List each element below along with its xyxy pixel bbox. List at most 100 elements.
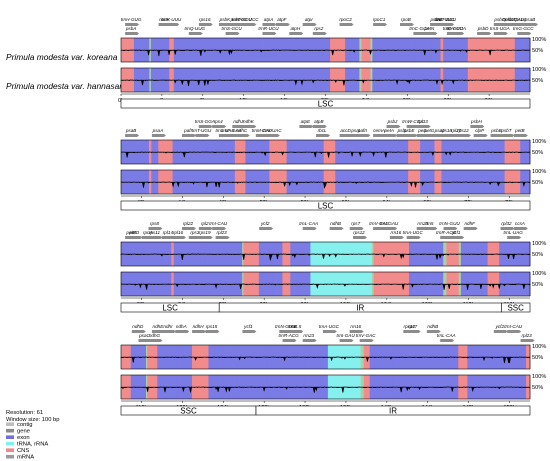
region-label: SSC bbox=[507, 304, 524, 313]
gene-label: trnR-ACG bbox=[279, 333, 300, 338]
gene-arrow bbox=[148, 227, 163, 230]
gene-arrow bbox=[302, 339, 317, 342]
gene-arrow bbox=[386, 125, 401, 128]
gene-arrow bbox=[148, 339, 163, 342]
identity-track-1: 100% 50% bbox=[120, 344, 546, 370]
gene-label: psbI bbox=[230, 17, 240, 22]
gene-label: psbD bbox=[477, 26, 489, 31]
identity-track-2: 100% 50% bbox=[120, 67, 546, 93]
gene-label: rpoA bbox=[143, 230, 153, 235]
gene-label: ycf1 bbox=[243, 324, 253, 329]
legend-label: contig bbox=[17, 422, 32, 428]
gene-label: trnE-UUC bbox=[435, 17, 456, 22]
gene-arrow bbox=[225, 32, 240, 35]
gene-label: trnK-UUU bbox=[161, 17, 182, 22]
gene-arrow bbox=[450, 32, 465, 35]
gene-arrow bbox=[423, 32, 438, 35]
gene-label: trnR-ACG bbox=[436, 230, 457, 235]
gene-arrow bbox=[229, 23, 243, 26]
gene-arrow bbox=[165, 23, 180, 26]
identity-track-1: 100% 50% bbox=[120, 241, 546, 267]
gene-arrow bbox=[198, 236, 213, 239]
percent-label: 50% bbox=[532, 355, 543, 361]
gene-label: ndhJ bbox=[233, 119, 244, 124]
gene-arrow bbox=[403, 330, 418, 333]
gene-label: ndhB bbox=[330, 221, 341, 226]
gene-arrow bbox=[198, 125, 213, 128]
legend-swatch bbox=[6, 448, 14, 452]
gene-label: petB bbox=[514, 128, 524, 133]
gene-label: trnW-CCA bbox=[402, 119, 423, 124]
panel-3: rps8 rpl22 rpl2 trnI-CAU ycf2 trnL-CAA ndhB rps… bbox=[120, 221, 546, 313]
gene-arrow bbox=[383, 134, 398, 137]
gene-label: rrn23 bbox=[417, 221, 428, 226]
gene-label: petN bbox=[424, 26, 435, 31]
gene-label: ndhC bbox=[236, 128, 248, 133]
region-box bbox=[501, 302, 531, 313]
gene-arrow bbox=[349, 227, 364, 230]
gene-label: rpl32 bbox=[501, 221, 512, 226]
region-label: IR bbox=[356, 304, 364, 313]
gene-label: rps4 bbox=[214, 119, 223, 124]
gene-label: rpl33 bbox=[418, 119, 429, 124]
gene-arrow bbox=[470, 125, 485, 128]
gene-arrow bbox=[513, 227, 528, 230]
gene-label: petG bbox=[423, 128, 434, 133]
identity-track-1: 100% 50% bbox=[120, 37, 546, 63]
gene-label: trnD-GUC bbox=[443, 26, 464, 31]
gene-label: psbA bbox=[125, 26, 136, 31]
gene-arrow bbox=[443, 227, 458, 230]
gene-label: rrn5 bbox=[425, 221, 434, 226]
gene-label: trnA-UGC bbox=[319, 324, 340, 329]
identity-track-2: 100% 50% bbox=[120, 169, 546, 195]
gene-arrow bbox=[457, 134, 471, 137]
gene-label: rpl2 bbox=[201, 221, 209, 226]
species-label-2: Primula modesta var. hannasanensis bbox=[6, 81, 144, 91]
gene-arrow bbox=[198, 23, 213, 26]
gene-label: rps11 bbox=[149, 230, 161, 235]
region-label: LSC bbox=[318, 100, 334, 109]
gene-label: ycf2 bbox=[495, 324, 505, 329]
legend-window-size: Window size: 100 bp bbox=[6, 417, 60, 423]
gene-arrow bbox=[359, 339, 374, 342]
legend-label: tRNA, rRNA bbox=[17, 442, 48, 448]
gene-label: trnY-GUA bbox=[446, 26, 466, 31]
gene-label: atpB bbox=[314, 119, 323, 124]
gene-label: psbH bbox=[470, 119, 482, 124]
gene-label: trnI-GAU bbox=[380, 221, 399, 226]
gene-arrow bbox=[279, 330, 294, 333]
legend-swatch bbox=[6, 428, 14, 433]
gene-label: rrn23 bbox=[303, 333, 314, 338]
gene-arrow bbox=[353, 236, 367, 239]
gene-arrow bbox=[205, 330, 220, 333]
gene-label: trnM-CAU bbox=[252, 128, 273, 133]
region-box bbox=[255, 405, 531, 416]
gene-arrow bbox=[493, 330, 508, 333]
region-label: LSC bbox=[162, 304, 178, 313]
identity-track-1: 100% 50% bbox=[120, 139, 546, 165]
gene-arrow bbox=[215, 236, 230, 239]
gene-arrow bbox=[192, 330, 207, 333]
percent-label: 100% bbox=[532, 169, 546, 175]
gene-label: rps7 bbox=[351, 221, 360, 226]
percent-label: 100% bbox=[532, 139, 546, 145]
gene-label: atpH bbox=[290, 26, 300, 31]
legend: Resolution: 61 Window size: 100 bp conti… bbox=[6, 410, 60, 461]
legend-swatch bbox=[6, 435, 14, 439]
gene-arrow bbox=[416, 125, 431, 128]
gene-arrow bbox=[406, 236, 421, 239]
percent-label: 100% bbox=[532, 241, 546, 247]
gene-arrow bbox=[426, 330, 441, 333]
gene-label: rps3 bbox=[190, 230, 199, 235]
gene-label: rrn16 bbox=[350, 324, 361, 329]
percent-label: 50% bbox=[532, 252, 543, 258]
percent-label: 50% bbox=[532, 78, 543, 84]
gene-label: trnS-GGA bbox=[195, 119, 215, 124]
gene-label: trnS-UGA bbox=[490, 26, 510, 31]
gene-label: rps15 bbox=[206, 324, 218, 329]
gene-label: psbJ bbox=[387, 119, 398, 124]
gene-label: psbC bbox=[493, 17, 505, 22]
gene-label: trnV-UAC bbox=[262, 128, 282, 133]
